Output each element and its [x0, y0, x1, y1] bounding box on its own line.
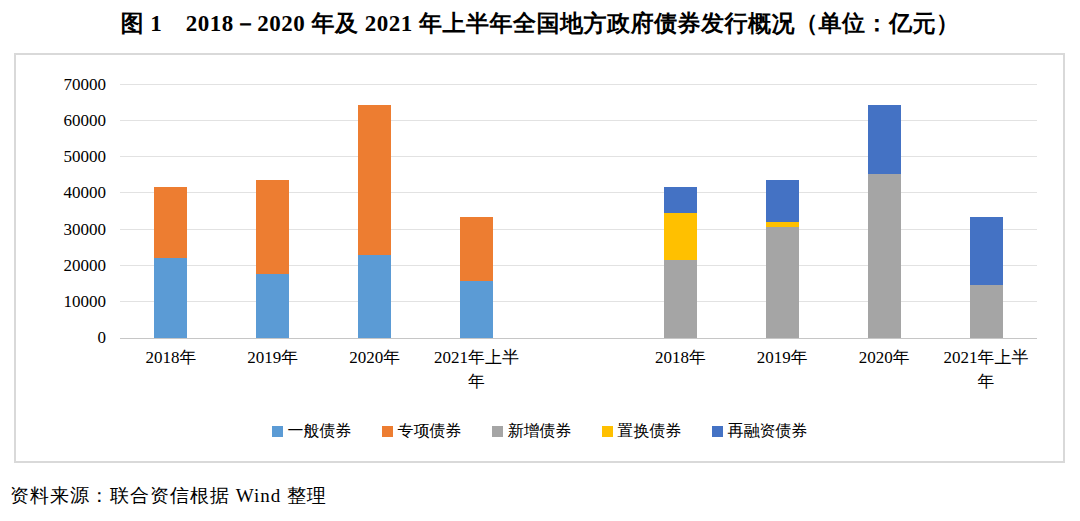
legend-swatch-icon: [712, 426, 723, 437]
bar-stack-2020年-7: [868, 105, 901, 338]
bar-segment-专项债券: [154, 187, 187, 257]
x-tick-label-2019年: 2019年: [226, 346, 320, 370]
bar-segment-再融资债券: [868, 105, 901, 173]
bar-segment-一般债券: [256, 274, 289, 338]
bar-segment-置换债券: [664, 213, 697, 260]
bar-segment-专项债券: [358, 105, 391, 255]
bar-segment-新增债券: [868, 174, 901, 338]
chart-legend: 一般债券 专项债券 新增债券 置换债券 再融资债券: [16, 421, 1063, 442]
figure-title: 图 1 2018－2020 年及 2021 年上半年全国地方政府债券发行概况（单…: [0, 8, 1080, 39]
legend-item-置换债券: 置换债券: [602, 421, 682, 442]
data-source-note: 资料来源：联合资信根据 Wind 整理: [10, 483, 327, 509]
legend-swatch-icon: [272, 426, 283, 437]
bar-segment-再融资债券: [664, 187, 697, 212]
legend-item-再融资债券: 再融资债券: [712, 421, 808, 442]
x-tick-label-2018年: 2018年: [124, 346, 218, 370]
bar-segment-一般债券: [460, 281, 493, 338]
chart-panel: 0 10000 20000 30000 40000 50000 60000 70000 201…: [14, 53, 1065, 463]
bar-segment-专项债券: [460, 217, 493, 281]
bar-stack-2018年-5: [664, 187, 697, 338]
figure-page: { "page": { "title": "图 1 2018－2020 年及 2…: [0, 0, 1080, 521]
legend-item-专项债券: 专项债券: [382, 421, 462, 442]
bar-stack-2018年-0: [154, 187, 187, 338]
legend-label: 置换债券: [618, 421, 682, 442]
legend-label: 新增债券: [508, 421, 572, 442]
x-tick-label-2021年上半年: 2021年上半年: [430, 346, 524, 394]
y-tick-label-50000: 50000: [16, 147, 106, 167]
legend-swatch-icon: [382, 426, 393, 437]
y-tick-label-10000: 10000: [16, 292, 106, 312]
bar-stack-2019年-6: [766, 180, 799, 338]
bar-segment-专项债券: [256, 180, 289, 274]
bar-segment-一般债券: [154, 258, 187, 338]
y-tick-label-30000: 30000: [16, 220, 106, 240]
legend-label: 再融资债券: [728, 421, 808, 442]
bar-stack-2020年-2: [358, 105, 391, 338]
y-tick-label-0: 0: [16, 328, 106, 348]
y-tick-label-40000: 40000: [16, 183, 106, 203]
x-axis-labels: 2018年 2019年 2020年 2021年上半年 2018年 2019年 2020年 20…: [120, 346, 1037, 402]
x-tick-label-2018年: 2018年: [633, 346, 727, 370]
bar-stack-2021年上半年-3: [460, 217, 493, 338]
gridline-70000: [120, 84, 1037, 85]
legend-swatch-icon: [602, 426, 613, 437]
y-axis: 010000200003000040000500006000070000: [16, 85, 106, 338]
bar-stack-2021年上半年-8: [970, 217, 1003, 338]
x-tick-label-2019年: 2019年: [735, 346, 829, 370]
bar-segment-新增债券: [664, 260, 697, 338]
x-tick-label-2020年: 2020年: [328, 346, 422, 370]
bar-segment-新增债券: [766, 227, 799, 338]
legend-item-新增债券: 新增债券: [492, 421, 572, 442]
bar-segment-再融资债券: [970, 217, 1003, 284]
plot-area: [120, 85, 1037, 339]
legend-label: 一般债券: [288, 421, 352, 442]
bar-segment-一般债券: [358, 255, 391, 338]
legend-label: 专项债券: [398, 421, 462, 442]
legend-item-一般债券: 一般债券: [272, 421, 352, 442]
y-tick-label-70000: 70000: [16, 75, 106, 95]
legend-swatch-icon: [492, 426, 503, 437]
bar-stack-2019年-1: [256, 180, 289, 338]
y-tick-label-20000: 20000: [16, 256, 106, 276]
y-tick-label-60000: 60000: [16, 111, 106, 131]
x-tick-label-2020年: 2020年: [837, 346, 931, 370]
bar-segment-再融资债券: [766, 180, 799, 221]
x-tick-label-2021年上半年: 2021年上半年: [939, 346, 1033, 394]
bar-segment-新增债券: [970, 285, 1003, 338]
